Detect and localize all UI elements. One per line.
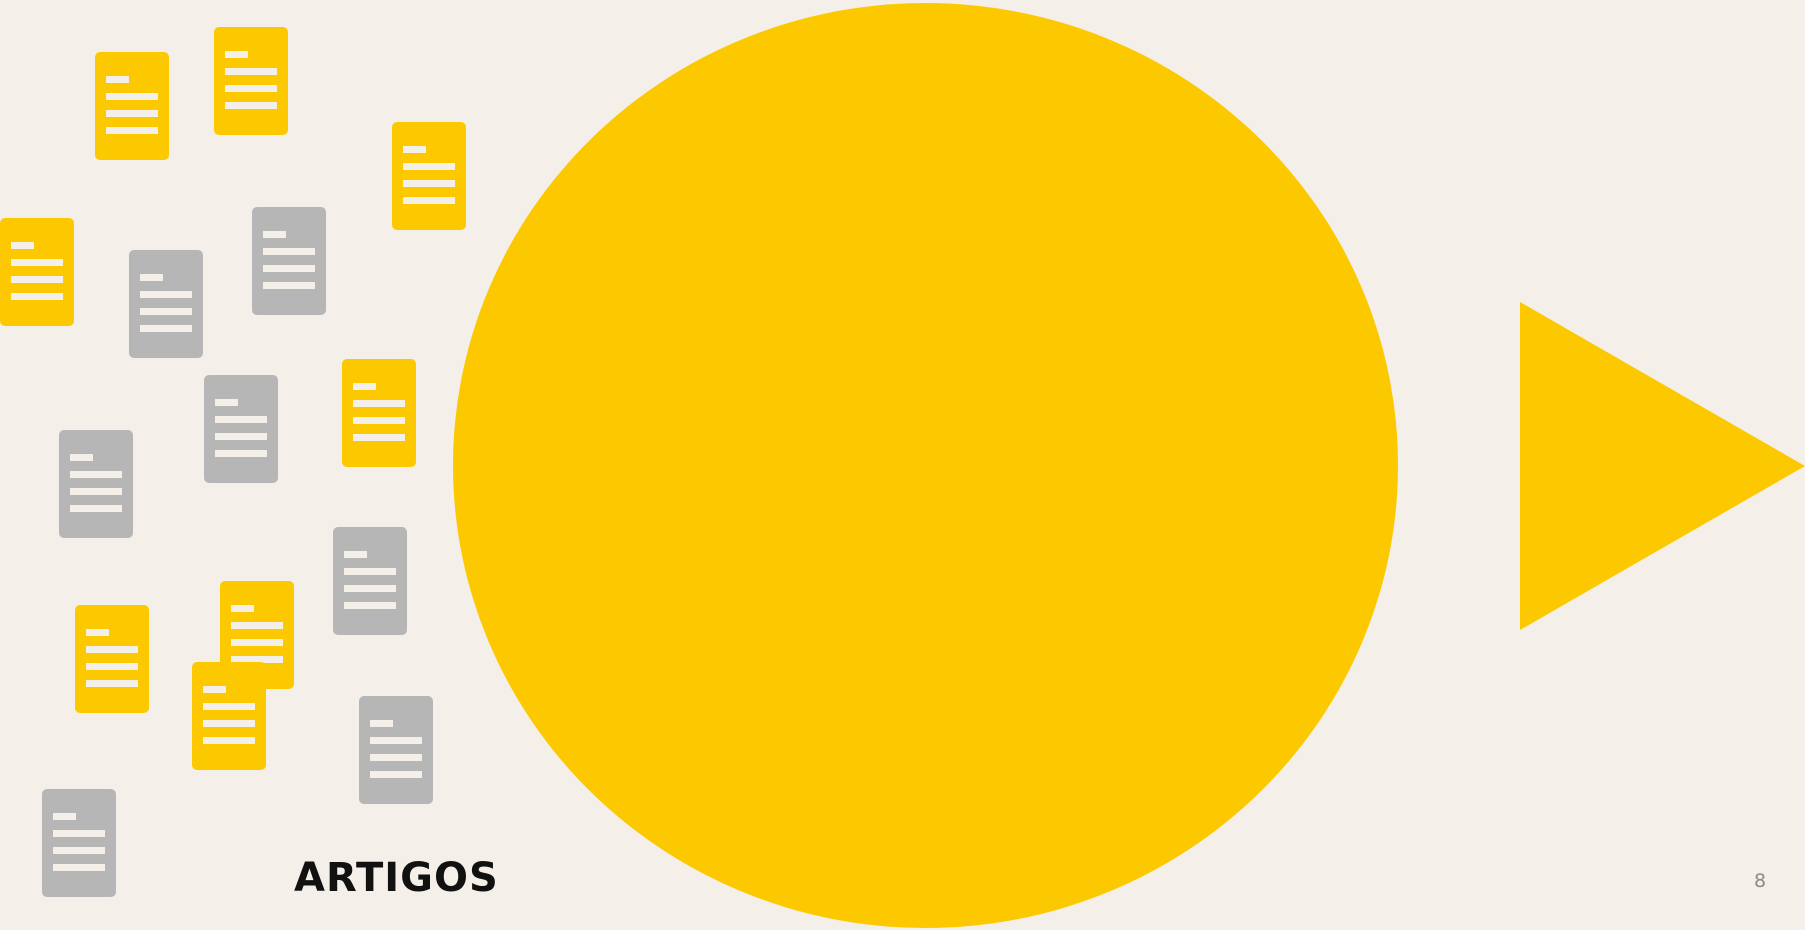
document-icon [95, 52, 169, 160]
document-icon [192, 662, 266, 770]
document-icon [342, 359, 416, 467]
document-icon [59, 430, 133, 538]
document-icon [333, 527, 407, 635]
document-icon [252, 207, 326, 315]
document-icon [129, 250, 203, 358]
document-icon [359, 696, 433, 804]
page-number: 8 [1754, 870, 1767, 892]
document-icon [204, 375, 278, 483]
document-icon [0, 218, 74, 326]
document-icon [392, 122, 466, 230]
document-icon [214, 27, 288, 135]
document-icon [42, 789, 116, 897]
circle-shape [453, 3, 1398, 928]
document-icon [75, 605, 149, 713]
section-title: ARTIGOS [294, 855, 499, 901]
triangle-arrow-icon [1520, 302, 1805, 630]
